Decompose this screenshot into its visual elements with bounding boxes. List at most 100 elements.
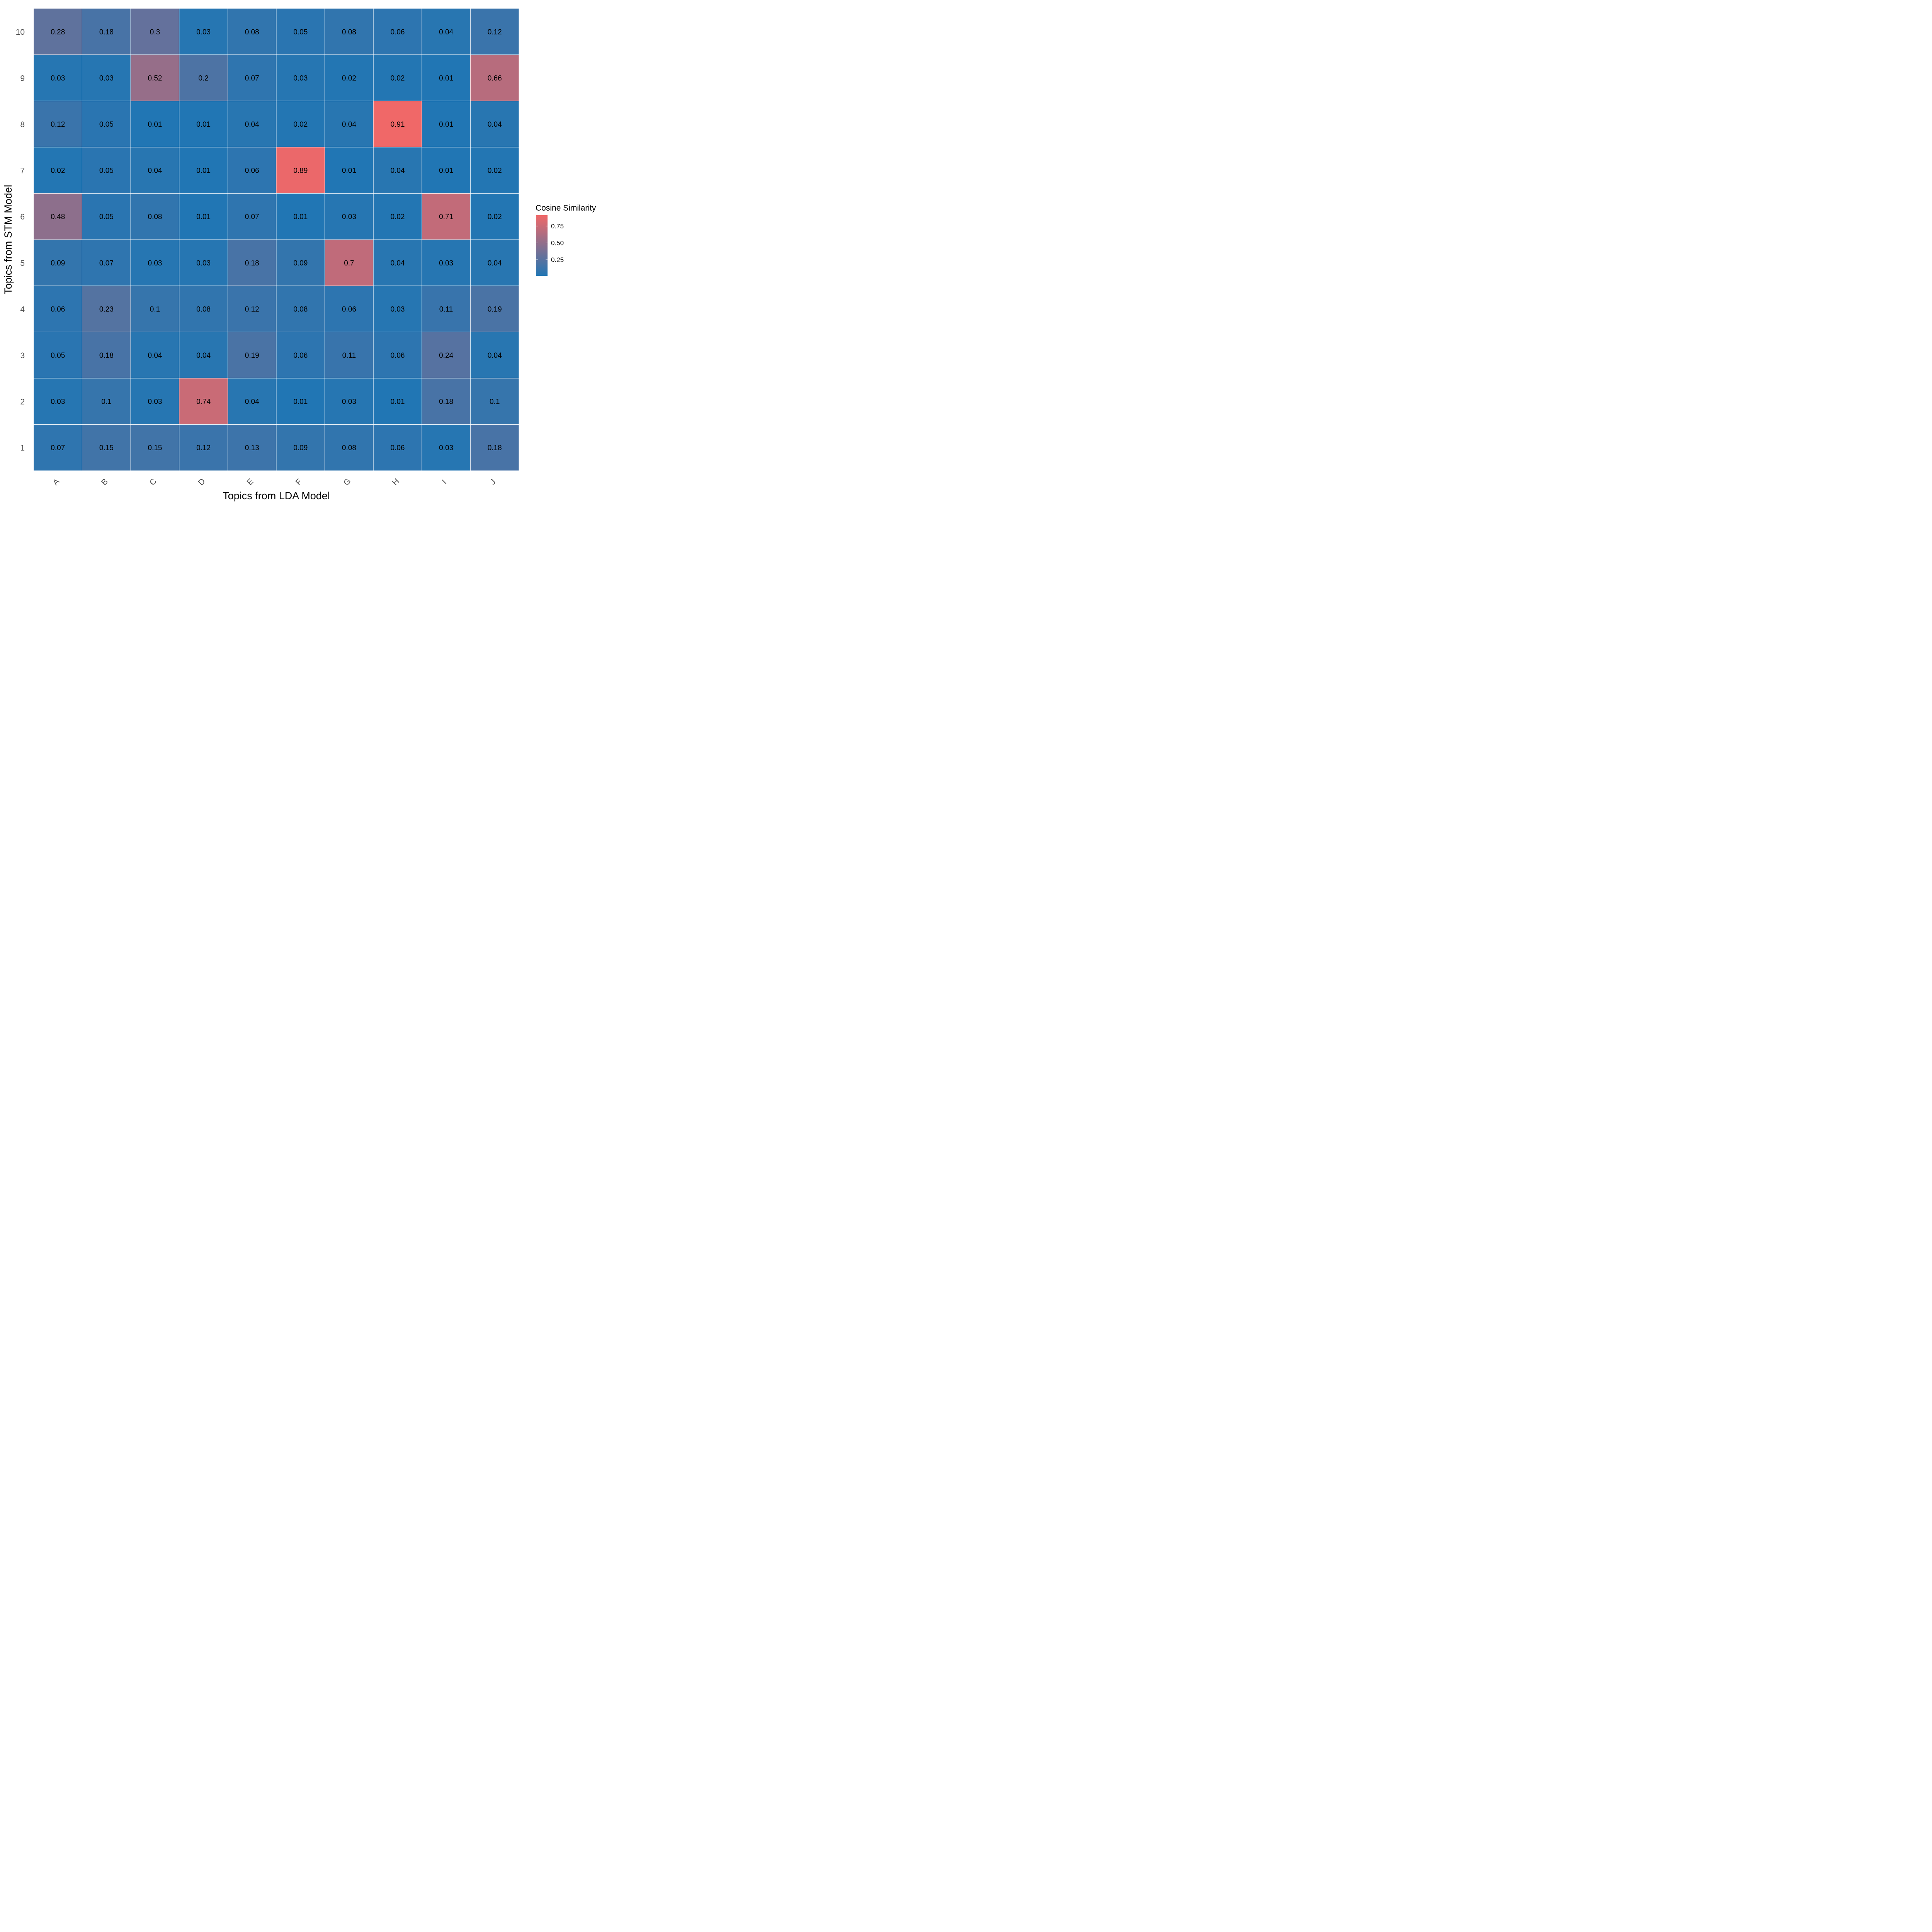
heatmap-cell (276, 147, 325, 194)
cell-value-label: 0.03 (342, 213, 356, 221)
cell-value-label: 0.18 (439, 398, 453, 406)
heatmap-cell (470, 8, 519, 55)
cell-value-label: 0.06 (391, 444, 405, 452)
heatmap-cell (82, 424, 131, 471)
cell-value-label: 0.03 (293, 74, 308, 82)
heatmap-cell (373, 147, 422, 194)
cell-value-label: 0.03 (196, 28, 211, 36)
cell-value-label: 0.01 (439, 167, 453, 175)
cell-value-label: 0.18 (99, 352, 114, 360)
cell-value-label: 0.01 (196, 167, 211, 175)
y-axis-tick-labels: 1 2 3 4 5 6 7 8 9 10 (16, 28, 25, 452)
heatmap-cell (228, 424, 277, 471)
cell-value-label: 0.06 (245, 167, 259, 175)
cell-value-label: 0.15 (148, 444, 162, 452)
heatmap-cell (130, 147, 180, 194)
cell-value-label: 0.08 (148, 213, 162, 221)
heatmap-cell (228, 239, 277, 286)
cell-value-label: 0.07 (245, 213, 259, 221)
cell-value-label: 0.07 (99, 259, 114, 267)
heatmap-cell (325, 8, 374, 55)
heatmap-cell (179, 239, 228, 286)
cell-value-label: 0.04 (245, 121, 259, 129)
heatmap-cell (33, 424, 82, 471)
cell-value-label: 0.01 (293, 398, 308, 406)
cell-value-label: 0.04 (148, 167, 162, 175)
cell-value-label: 0.02 (391, 74, 405, 82)
heatmap-cell (228, 193, 277, 240)
heatmap-cell (422, 286, 471, 332)
x-tick-label: F (294, 477, 304, 487)
cell-value-label: 0.48 (51, 213, 65, 221)
cell-value-label: 0.08 (196, 305, 211, 313)
heatmap-cell (179, 424, 228, 471)
cell-value-label: 0.02 (51, 167, 65, 175)
cell-value-label: 0.74 (196, 398, 211, 406)
heatmap-cell (422, 332, 471, 379)
cell-value-label: 0.15 (99, 444, 114, 452)
cell-value-label: 0.03 (148, 259, 162, 267)
cell-value-label: 0.05 (99, 121, 114, 129)
y-tick-label: 8 (20, 120, 25, 129)
heatmap-cell (373, 286, 422, 332)
heatmap-cell (470, 286, 519, 332)
cell-value-label: 0.04 (148, 352, 162, 360)
cell-value-label: 0.08 (245, 28, 259, 36)
x-axis-title: Topics from LDA Model (223, 490, 330, 502)
heatmap-cell (373, 239, 422, 286)
heatmap-cell (179, 54, 228, 101)
cell-value-label: 0.06 (51, 305, 65, 313)
x-tick-label: J (488, 478, 498, 487)
heatmap-cell (33, 332, 82, 379)
cell-value-label: 0.03 (391, 305, 405, 313)
heatmap-cell (130, 378, 180, 425)
heatmap-cells (33, 8, 519, 471)
cell-value-label: 0.01 (439, 121, 453, 129)
cell-value-label: 0.02 (488, 167, 502, 175)
y-tick-label: 7 (20, 167, 25, 175)
heatmap-cell (422, 8, 471, 55)
y-tick-label: 2 (20, 398, 25, 406)
cell-value-label: 0.01 (342, 167, 356, 175)
x-tick-label: C (148, 477, 158, 487)
heatmap-cell (33, 147, 82, 194)
heatmap-cell (373, 378, 422, 425)
legend-ticks: 0.25 0.50 0.75 (536, 223, 564, 264)
cell-value-label: 0.52 (148, 74, 162, 82)
cell-value-label: 0.71 (439, 213, 453, 221)
legend-tick-label: 0.50 (551, 240, 564, 247)
cell-value-label: 0.1 (101, 398, 111, 406)
legend-tick-label: 0.75 (551, 223, 564, 230)
cell-value-label: 0.04 (488, 352, 502, 360)
heatmap-cell (373, 193, 422, 240)
cell-value-label: 0.11 (342, 352, 356, 360)
y-tick-label: 6 (20, 213, 25, 221)
heatmap-cell (325, 54, 374, 101)
heatmap-cell (82, 378, 131, 425)
cell-value-label: 0.02 (391, 213, 405, 221)
heatmap-cell (325, 239, 374, 286)
cell-value-label: 0.06 (342, 305, 356, 313)
cell-value-label: 0.01 (196, 121, 211, 129)
heatmap-cell (325, 424, 374, 471)
cell-value-label: 0.18 (488, 444, 502, 452)
y-tick-label: 5 (20, 259, 25, 268)
cell-value-label: 0.1 (150, 305, 160, 313)
cell-value-label: 0.04 (439, 28, 453, 36)
cell-value-label: 0.18 (99, 28, 114, 36)
cell-value-label: 0.01 (439, 74, 453, 82)
heatmap-cell (228, 332, 277, 379)
cell-value-label: 0.03 (439, 444, 453, 452)
heatmap-cell (373, 54, 422, 101)
cell-value-label: 0.01 (293, 213, 308, 221)
heatmap-cell (228, 8, 277, 55)
heatmap-chart: 0.07 0.15 0.15 0.12 0.13 0.09 0.08 0.06 0.03 0.18… (2, 8, 596, 502)
heatmap-cell (470, 147, 519, 194)
heatmap-cell (276, 193, 325, 240)
cell-value-label: 0.23 (99, 305, 114, 313)
heatmap-cell (130, 193, 180, 240)
heatmap-cell (82, 100, 131, 148)
cell-value-label: 0.19 (488, 305, 502, 313)
cell-value-label: 0.3 (150, 28, 160, 36)
cell-value-label: 0.08 (342, 444, 356, 452)
